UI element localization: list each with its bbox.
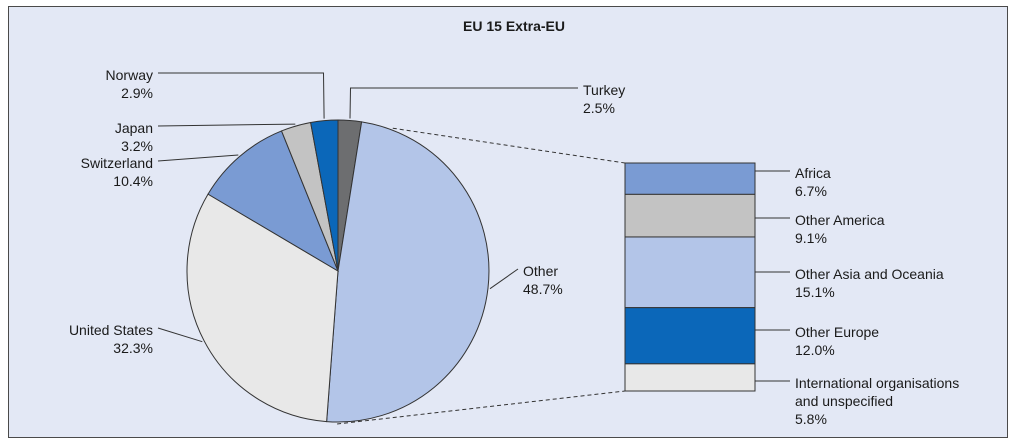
pie-slice-switzerland <box>207 130 340 273</box>
slice-value-turkey: 2.5% <box>583 100 615 116</box>
pie-slice-united-states <box>186 193 339 423</box>
slice-label-norway: Norway <box>106 67 153 83</box>
chart-frame <box>8 6 1008 438</box>
slice-value-japan: 3.2% <box>121 138 153 154</box>
slice-value-other: 48.7% <box>523 281 563 297</box>
leader-line-norway <box>158 72 325 119</box>
slice-label-switzerland: Switzerland <box>81 155 153 171</box>
slice-value-united-states: 32.3% <box>113 340 153 356</box>
connector-bottom <box>337 390 626 425</box>
breakdown-label-other-america: Other America <box>795 212 885 228</box>
breakdown-segment-international-organisations-and-unspecified <box>624 363 756 392</box>
breakdown-label-international-organisations-and-unspecified: International organisations and unspecifi… <box>795 375 959 409</box>
breakdown-segment-other-asia-and-oceania <box>624 236 756 309</box>
leader-line-united-states <box>157 327 203 343</box>
pie-slice-other <box>326 121 490 423</box>
slice-label-other: Other <box>523 263 558 279</box>
leader-line-turkey <box>349 87 578 119</box>
breakdown-label-other-europe: Other Europe <box>795 324 879 340</box>
breakdown-value-international-organisations-and-unspecified: 5.8% <box>795 411 827 427</box>
breakdown-value-africa: 6.7% <box>795 183 827 199</box>
breakdown-value-other-asia-and-oceania: 15.1% <box>795 284 835 300</box>
leader-line-japan <box>157 123 296 127</box>
breakdown-segment-africa <box>624 162 756 195</box>
chart-title: EU 15 Extra-EU <box>463 18 565 34</box>
breakdown-label-other-asia-and-oceania: Other Asia and Oceania <box>795 266 944 282</box>
breakdown-value-other-america: 9.1% <box>795 230 827 246</box>
leader-line-switzerland <box>157 154 239 162</box>
slice-label-japan: Japan <box>115 120 153 136</box>
breakdown-label-africa: Africa <box>795 165 831 181</box>
breakdown-segment-other-europe <box>624 307 756 365</box>
slice-value-norway: 2.9% <box>121 85 153 101</box>
slice-label-turkey: Turkey <box>583 82 625 98</box>
pie-slice-norway <box>310 119 339 272</box>
leader-line-other <box>489 268 519 290</box>
slice-label-united-states: United States <box>69 322 153 338</box>
breakdown-value-other-europe: 12.0% <box>795 342 835 358</box>
breakdown-segment-other-america <box>624 193 756 238</box>
slice-value-switzerland: 10.4% <box>113 173 153 189</box>
